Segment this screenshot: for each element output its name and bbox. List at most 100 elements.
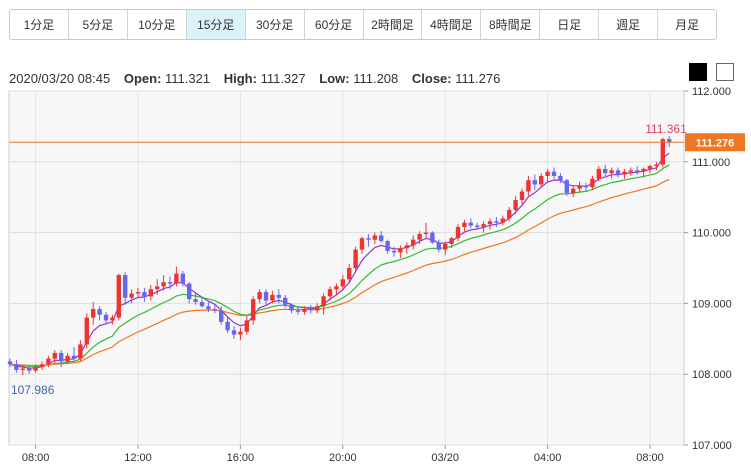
candle-body (519, 191, 525, 201)
tab-timeframe[interactable]: 60分足 (304, 10, 364, 39)
tab-timeframe[interactable]: 日足 (540, 10, 600, 39)
candle-body (545, 171, 550, 176)
candle-body (244, 320, 249, 332)
candle-body (199, 301, 205, 307)
tab-timeframe[interactable]: 4時間足 (422, 10, 482, 39)
candle-body (103, 314, 109, 321)
candle-body (423, 232, 429, 235)
candle-body (270, 294, 275, 301)
candle-body (347, 268, 352, 280)
current-price-tag (685, 133, 745, 152)
candle-body (430, 232, 435, 243)
candle-body (46, 358, 51, 365)
candle-body (417, 234, 422, 240)
candle-body (494, 221, 499, 223)
candle-body (91, 309, 96, 318)
candle-body (225, 321, 230, 331)
y-tick-label: 111.000 (692, 157, 730, 169)
ohlc-low-value: 111.208 (353, 71, 399, 86)
candle-body (603, 168, 608, 174)
candle-body (455, 226, 461, 239)
candle-body (654, 164, 659, 167)
min-price-label: 107.986 (11, 383, 55, 397)
candle-body (187, 283, 192, 300)
candle-body (142, 292, 147, 297)
candle-body (289, 304, 294, 311)
ohlc-datetime: 2020/03/20 08:45 (9, 71, 111, 86)
candle-body (193, 299, 198, 302)
candle-body (167, 282, 173, 284)
candle-body (609, 170, 614, 174)
candle-body (52, 352, 57, 359)
ohlc-low-label: Low: (319, 71, 350, 86)
candle-body (238, 331, 243, 335)
candle-body (59, 352, 64, 362)
tab-timeframe[interactable]: 30分足 (245, 10, 305, 39)
candle-body (155, 286, 160, 290)
light-theme-button[interactable] (716, 63, 734, 81)
candle-body (583, 185, 589, 188)
candle-body (577, 185, 582, 189)
y-tick-label: 108.000 (692, 369, 732, 381)
candle-body (97, 309, 102, 315)
candle-body (129, 293, 134, 298)
candle-body (436, 242, 441, 250)
candle-body (116, 275, 121, 318)
candle-body (321, 296, 326, 307)
x-tick-label: 12:00 (124, 452, 152, 464)
y-tick-label: 110.000 (692, 228, 731, 240)
x-tick-label: 16:00 (227, 452, 255, 464)
candle-body (475, 225, 480, 227)
y-tick-label: 107.000 (692, 440, 732, 452)
candle-body (231, 330, 237, 335)
candle-body (65, 355, 70, 362)
tab-timeframe[interactable]: 10分足 (127, 10, 187, 39)
candle-body (641, 168, 646, 172)
tab-timeframe[interactable]: 5分足 (68, 10, 128, 39)
candle-body (180, 273, 185, 284)
candle-body (308, 309, 313, 311)
candle-body (526, 180, 531, 192)
ohlc-open-value: 111.321 (165, 71, 211, 86)
ohlc-readout: 2020/03/20 08:45 Open: 111.321 High: 111… (9, 71, 500, 86)
candle-body (14, 364, 19, 370)
candle-body (251, 299, 256, 321)
tab-timeframe[interactable]: 2時間足 (363, 10, 423, 39)
candle-body (148, 289, 153, 297)
tab-timeframe[interactable]: 8時間足 (481, 10, 541, 39)
ohlc-close-label: Close: (411, 71, 452, 86)
candle-body (647, 166, 653, 169)
candle-body (372, 235, 377, 240)
tab-timeframe[interactable]: 週足 (599, 10, 659, 39)
tab-timeframe[interactable]: 15分足 (186, 10, 246, 39)
candle-body (161, 282, 166, 287)
candle-body (398, 248, 403, 253)
candle-body (379, 235, 384, 242)
candle-body (590, 178, 595, 188)
y-tick-label: 109.000 (692, 298, 732, 310)
candle-body (667, 139, 672, 143)
tab-timeframe[interactable]: 月足 (658, 10, 716, 39)
candle-body (263, 292, 269, 301)
x-tick-label: 03/20 (431, 452, 459, 464)
candle-body (257, 292, 262, 300)
x-tick-label: 08:00 (22, 452, 50, 464)
candle-body (615, 170, 621, 175)
candle-body (315, 306, 320, 311)
candle-body (596, 168, 601, 179)
candle-body (481, 224, 486, 227)
tab-timeframe[interactable]: 1分足 (10, 10, 69, 39)
candle-body (212, 309, 217, 311)
candle-body (353, 249, 358, 268)
candle-body (564, 180, 569, 193)
candle-body (219, 310, 224, 322)
candle-body (487, 221, 493, 225)
candle-body (449, 238, 454, 244)
max-price-label: 111.361 (645, 122, 687, 136)
candle-body (628, 170, 633, 172)
candle-body (404, 245, 409, 249)
timeframe-tabs: 1分足 5分足 10分足 15分足 30分足 60分足 2時間足 4時間足 8時間足 日足 週足 月足 (9, 9, 717, 40)
dark-theme-button[interactable] (689, 63, 707, 81)
candle-body (110, 317, 115, 321)
